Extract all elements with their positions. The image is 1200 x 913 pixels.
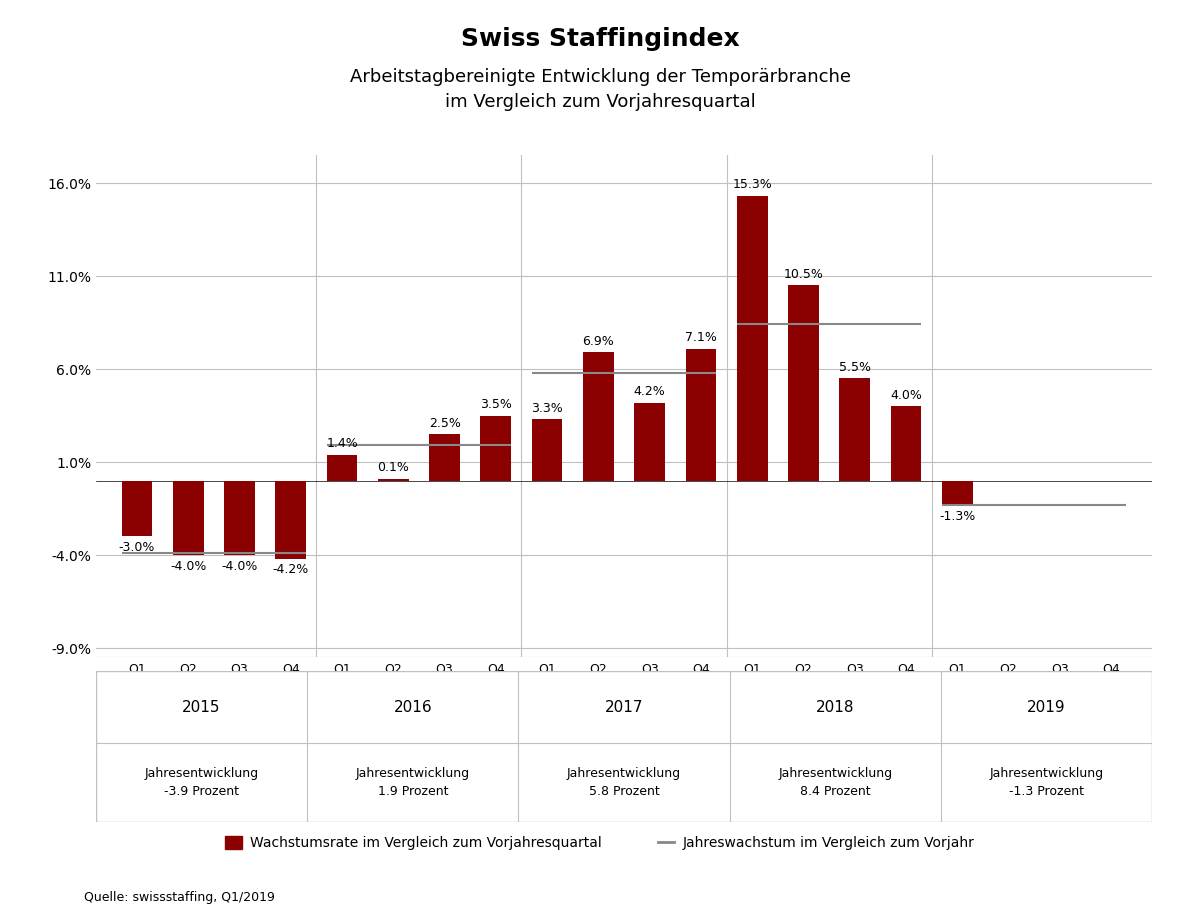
Bar (480, 415, 511, 480)
Bar (942, 480, 972, 505)
Text: Swiss Staffingindex: Swiss Staffingindex (461, 27, 739, 51)
Legend: Wachstumsrate im Vergleich zum Vorjahresquartal, Jahreswachstum im Vergleich zum: Wachstumsrate im Vergleich zum Vorjahres… (220, 831, 980, 855)
Bar (839, 378, 870, 480)
Text: 2016: 2016 (401, 681, 437, 696)
Text: -1.3%: -1.3% (940, 509, 976, 522)
Text: 2015: 2015 (197, 681, 232, 696)
Text: 7.1%: 7.1% (685, 331, 716, 344)
Bar (378, 478, 409, 480)
Bar (224, 480, 254, 555)
Text: 0.1%: 0.1% (377, 461, 409, 474)
Bar (430, 435, 460, 480)
Text: -3.0%: -3.0% (119, 541, 155, 554)
Bar (173, 480, 204, 555)
Text: 1.4%: 1.4% (326, 437, 358, 450)
Text: -4.0%: -4.0% (221, 560, 258, 572)
Text: 2018: 2018 (816, 699, 854, 715)
Text: 10.5%: 10.5% (784, 268, 823, 281)
Text: 2016: 2016 (394, 699, 432, 715)
Text: 2017: 2017 (605, 699, 643, 715)
Bar (890, 406, 922, 480)
Text: -4.2%: -4.2% (272, 563, 308, 576)
Text: 2017: 2017 (606, 681, 642, 696)
Text: Jahresentwicklung
-1.3 Prozent: Jahresentwicklung -1.3 Prozent (989, 767, 1104, 798)
Text: Jahresentwicklung
8.4 Prozent: Jahresentwicklung 8.4 Prozent (778, 767, 893, 798)
Text: 4.0%: 4.0% (890, 389, 922, 402)
Text: Quelle: swissstaffing, Q1/2019: Quelle: swissstaffing, Q1/2019 (84, 891, 275, 904)
Bar (788, 286, 818, 480)
Text: 3.3%: 3.3% (532, 402, 563, 415)
Text: 6.9%: 6.9% (582, 335, 614, 348)
Text: 3.5%: 3.5% (480, 398, 511, 411)
Bar (121, 480, 152, 537)
FancyBboxPatch shape (96, 671, 1152, 822)
Bar (583, 352, 613, 480)
Text: 15.3%: 15.3% (732, 178, 772, 192)
Text: Arbeitstagbereinigte Entwicklung der Temporärbranche
im Vergleich zum Vorjahresq: Arbeitstagbereinigte Entwicklung der Tem… (349, 68, 851, 111)
Bar (276, 480, 306, 559)
Text: 5.5%: 5.5% (839, 361, 871, 373)
Bar (635, 403, 665, 480)
Text: -4.0%: -4.0% (170, 560, 206, 572)
Bar (737, 196, 768, 480)
Text: Jahresentwicklung
5.8 Prozent: Jahresentwicklung 5.8 Prozent (566, 767, 682, 798)
Text: Jahresentwicklung
-3.9 Prozent: Jahresentwicklung -3.9 Prozent (144, 767, 259, 798)
Text: 2019: 2019 (1027, 699, 1066, 715)
Bar (326, 455, 358, 480)
Bar (685, 349, 716, 480)
Bar (532, 419, 563, 480)
Text: 2018: 2018 (811, 681, 847, 696)
Text: Jahresentwicklung
1.9 Prozent: Jahresentwicklung 1.9 Prozent (355, 767, 470, 798)
Text: 2015: 2015 (182, 699, 221, 715)
Text: 2019: 2019 (1016, 681, 1051, 696)
Text: 4.2%: 4.2% (634, 385, 666, 398)
Text: 2.5%: 2.5% (428, 416, 461, 429)
